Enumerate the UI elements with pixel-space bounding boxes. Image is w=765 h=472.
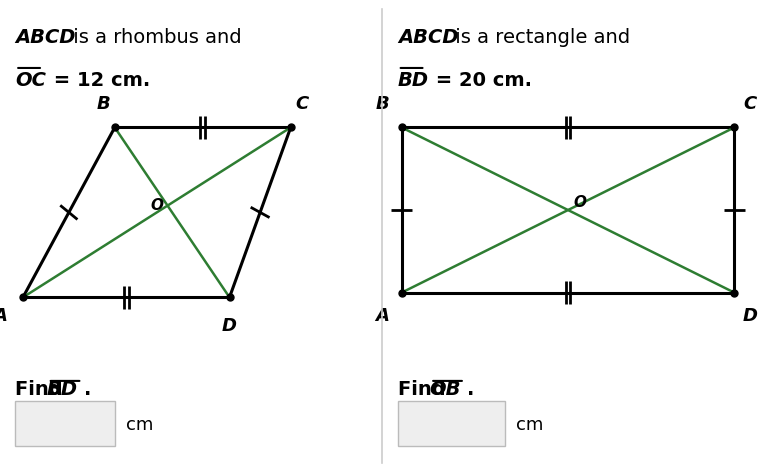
Text: = 20 cm.: = 20 cm. [429, 71, 532, 90]
Text: BD: BD [47, 380, 78, 399]
FancyBboxPatch shape [15, 401, 115, 446]
Text: B: B [376, 95, 389, 113]
Text: is a rhombus and: is a rhombus and [67, 28, 242, 47]
FancyBboxPatch shape [398, 401, 505, 446]
Text: is a rectangle and: is a rectangle and [449, 28, 630, 47]
Text: C: C [295, 95, 309, 113]
Text: Find: Find [15, 380, 70, 399]
Text: .: . [84, 380, 92, 399]
Text: ABCD: ABCD [398, 28, 458, 47]
Text: = 12 cm.: = 12 cm. [47, 71, 150, 90]
Text: OC: OC [15, 71, 46, 90]
Text: B: B [96, 95, 110, 113]
Text: D: D [742, 307, 757, 325]
Text: A: A [376, 307, 389, 325]
Text: BD: BD [398, 71, 429, 90]
Text: C: C [743, 95, 757, 113]
Text: OB: OB [430, 380, 461, 399]
Text: cm: cm [126, 416, 154, 434]
Text: cm: cm [516, 416, 544, 434]
Text: ABCD: ABCD [15, 28, 76, 47]
Text: .: . [467, 380, 474, 399]
Text: A: A [0, 307, 7, 325]
Text: O: O [151, 198, 163, 213]
Text: D: D [222, 317, 237, 335]
Text: O: O [573, 195, 586, 211]
Text: Find: Find [398, 380, 452, 399]
